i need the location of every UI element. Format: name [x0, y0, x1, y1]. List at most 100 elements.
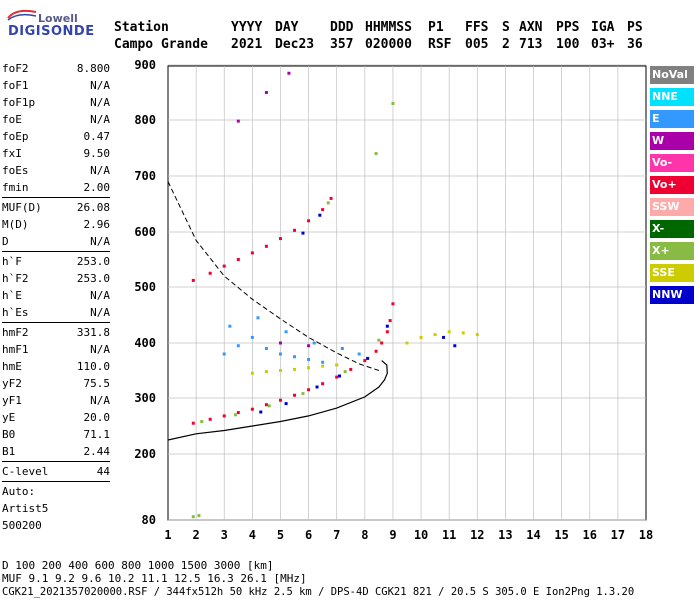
header-ps-label: PS: [627, 20, 643, 35]
param-divider: [2, 481, 110, 482]
echo-point: [419, 335, 423, 339]
echo-point: [236, 119, 240, 123]
logo-digisonde-text: DIGISONDE: [8, 24, 95, 39]
echo-point: [191, 421, 195, 425]
echo-point: [363, 359, 367, 363]
legend-item-nnw: NNW: [650, 286, 694, 304]
echo-point: [293, 355, 297, 359]
param-group-muf: MUF(D) 26.08 M(D) 2.96 D N/A: [2, 199, 110, 250]
echo-point: [250, 335, 254, 339]
echo-point: [284, 402, 288, 406]
echo-point: [267, 404, 271, 408]
echo-point: [250, 407, 254, 411]
x-tick-label: 14: [526, 528, 540, 542]
echo-point: [405, 341, 409, 345]
x-tick-label: 2: [193, 528, 200, 542]
echo-point: [264, 370, 268, 374]
plot-frame: [167, 65, 647, 521]
legend-item-x-minus: X-: [650, 220, 694, 238]
polarization-legend: NoVal NNE E W Vo- Vo+ SSW X- X+ SSE NNW: [650, 66, 694, 308]
chart-grid: [167, 64, 647, 521]
echo-point: [307, 344, 311, 348]
x-tick-label: 10: [414, 528, 428, 542]
header-pps-value: 100: [556, 37, 580, 52]
echo-point: [307, 219, 311, 223]
param-row-foep: foEp 0.47: [2, 130, 110, 143]
param-row-fof2: foF2 8.800: [2, 62, 110, 75]
echo-point: [278, 369, 282, 372]
echo-point: [307, 358, 311, 361]
echo-point: [318, 213, 322, 217]
param-divider: [2, 461, 110, 462]
param-row-b1: B1 2.44: [2, 445, 110, 458]
echo-point: [256, 316, 260, 320]
echo-point: [236, 258, 240, 261]
x-tick-label: 6: [305, 528, 312, 542]
echo-point: [278, 341, 282, 345]
echo-point: [453, 344, 457, 348]
echo-point: [380, 341, 384, 345]
echo-point: [388, 319, 392, 323]
header-hhmmss-label: HHMMSS: [365, 20, 412, 35]
legend-item-sse: SSE: [650, 264, 694, 282]
header-station-value: Campo Grande: [114, 37, 208, 52]
echo-point: [391, 302, 395, 306]
x-tick-label: 12: [470, 528, 484, 542]
param-group-critical-frequencies: foF2 8.800 foF1 N/A foF1p N/A foE N/A foEp 0.…: [2, 60, 110, 196]
echo-point: [374, 349, 378, 353]
param-row-fof1p: foF1p N/A: [2, 96, 110, 109]
echo-point: [191, 278, 195, 282]
echo-point: [338, 374, 342, 378]
echo-point: [208, 417, 212, 421]
param-row-he: h`E N/A: [2, 289, 110, 302]
x-tick-label: 17: [611, 528, 625, 542]
echo-point: [264, 244, 268, 248]
echo-point: [335, 363, 339, 367]
y-tick-label: 300: [134, 391, 156, 405]
y-tick-label: 600: [134, 225, 156, 239]
header-pps-label: PPS: [556, 20, 580, 35]
chart-points: [191, 71, 479, 519]
artist-code: 500200: [2, 519, 42, 532]
muf-curve-line: [167, 181, 380, 371]
echo-point: [475, 333, 479, 337]
artist-version: Artist5: [2, 502, 49, 515]
header-day-label: DAY: [275, 20, 299, 35]
legend-item-noval: NoVal: [650, 66, 694, 84]
legend-item-w: W: [650, 132, 694, 150]
echo-point: [321, 208, 325, 212]
header-iga-value: 03+: [591, 37, 615, 52]
echo-point: [447, 330, 451, 334]
x-tick-label: 15: [554, 528, 568, 542]
header-year-value: 2021: [231, 37, 263, 52]
echo-point: [222, 352, 226, 356]
echo-point: [200, 420, 204, 424]
param-row-hf: h`F 253.0: [2, 255, 110, 268]
echo-point: [442, 335, 446, 339]
param-row-fxi: fxI 9.50: [2, 147, 110, 160]
echo-point: [301, 392, 305, 396]
echo-point: [278, 352, 282, 356]
x-tick-label: 11: [442, 528, 456, 542]
header-ffs-value: 005: [465, 37, 489, 52]
y-tick-label: 500: [134, 280, 156, 294]
echo-point: [321, 360, 325, 364]
echo-point: [391, 102, 395, 105]
footer-distance-row: D 100 200 400 600 800 1000 1500 3000 [km…: [2, 559, 274, 572]
electron-density-profile-line: [167, 360, 388, 441]
echo-point: [278, 398, 282, 402]
legend-item-vo-plus: Vo+: [650, 176, 694, 194]
echo-point: [264, 91, 268, 94]
echo-point: [329, 196, 333, 200]
header-p1-label: P1: [428, 20, 444, 35]
x-tick-label: 18: [639, 528, 653, 542]
param-row-hes: h`Es N/A: [2, 306, 110, 319]
param-row-clevel: C-level 44: [2, 465, 110, 478]
x-tick-label: 8: [361, 528, 368, 542]
param-row-ye: yE 20.0: [2, 411, 110, 424]
header-ps-value: 36: [627, 37, 643, 52]
legend-item-nne: NNE: [650, 88, 694, 106]
echo-point: [301, 231, 305, 235]
echo-point: [208, 271, 212, 275]
y-tick-label: 800: [134, 113, 156, 127]
